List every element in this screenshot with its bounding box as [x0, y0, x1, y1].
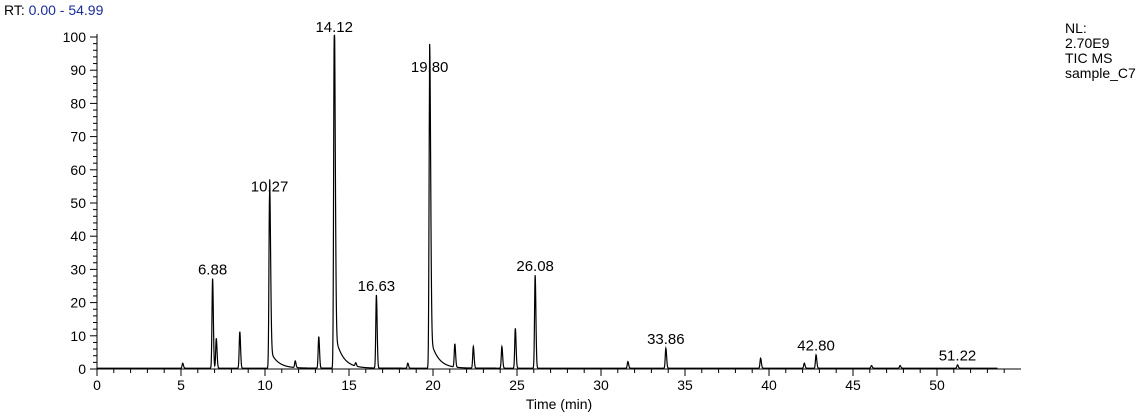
peak-label: 19.80: [411, 59, 449, 76]
y-tick-label: 80: [70, 95, 86, 111]
x-axis-title: Time (min): [526, 396, 592, 412]
x-tick-label: 40: [761, 377, 777, 393]
y-tick-label: 60: [70, 162, 86, 178]
peak-label: 6.88: [198, 261, 227, 278]
peak-label: 42.80: [797, 338, 835, 355]
y-tick-label: 50: [70, 195, 86, 211]
peak-label: 51.22: [939, 348, 977, 365]
y-tick-label: 0: [78, 361, 86, 377]
x-tick-label: 0: [93, 377, 101, 393]
retention-time-range: RT: 0.00 - 54.99: [4, 2, 103, 18]
y-tick-label: 100: [63, 29, 87, 45]
x-tick-label: 15: [341, 377, 357, 393]
y-tick-label: 30: [70, 261, 86, 277]
info-line-sample: sample_C7: [1065, 65, 1136, 81]
rt-prefix: RT:: [4, 2, 25, 18]
peak-label: 26.08: [516, 258, 554, 275]
y-tick-label: 40: [70, 228, 86, 244]
peak-label: 14.12: [315, 19, 353, 36]
x-tick-label: 35: [677, 377, 693, 393]
info-line-scan: TIC MS: [1065, 50, 1113, 66]
info-line-value: 2.70E9: [1065, 35, 1110, 51]
y-tick-label: 10: [70, 328, 86, 344]
y-tick-label: 70: [70, 129, 86, 145]
y-tick-label: 90: [70, 62, 86, 78]
x-tick-label: 25: [509, 377, 525, 393]
x-tick-label: 5: [177, 377, 185, 393]
x-tick-label: 30: [593, 377, 609, 393]
tic-trace: [97, 34, 998, 369]
info-line-nl: NL:: [1065, 20, 1087, 36]
rt-range-value: 0.00 - 54.99: [28, 2, 104, 18]
peak-label: 10.27: [251, 178, 289, 195]
x-tick-label: 20: [425, 377, 441, 393]
peak-label: 33.86: [647, 331, 685, 348]
x-tick-label: 45: [845, 377, 861, 393]
x-tick-label: 10: [257, 377, 273, 393]
peak-label: 16.63: [358, 278, 396, 295]
info-box: NL: 2.70E9 TIC MS sample_C7: [1065, 21, 1136, 81]
y-tick-label: 20: [70, 295, 86, 311]
x-tick-label: 50: [929, 377, 945, 393]
